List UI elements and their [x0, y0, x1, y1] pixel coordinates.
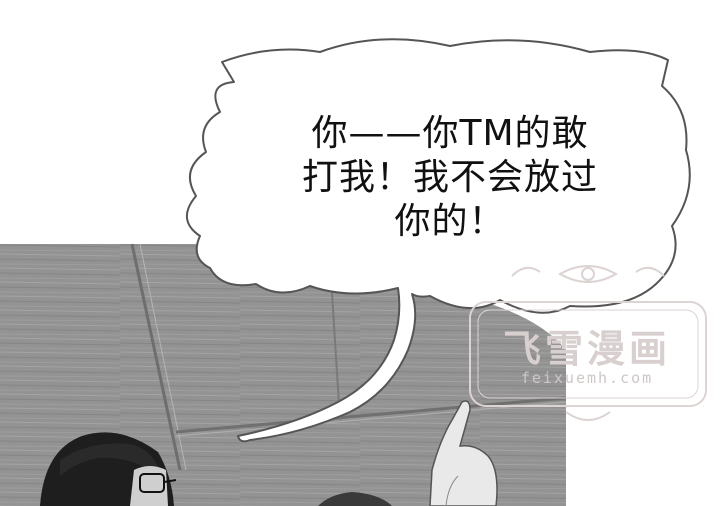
- speech-bubble-text: 你——你TM的敢 打我！我不会放过 你的！: [250, 112, 650, 244]
- watermark-logo: [469, 265, 707, 421]
- pointing-hand: [318, 400, 498, 506]
- watermark-url: feixuemh.com: [520, 369, 654, 387]
- glasses-icon: [139, 473, 177, 493]
- character-head: [40, 432, 177, 506]
- speech-line-3: 你的！: [394, 201, 506, 242]
- speech-bubble: [186, 38, 691, 443]
- watermark-title: 飞雪漫画: [502, 327, 671, 371]
- floor-background: [0, 243, 567, 506]
- speech-line-2: 打我！我不会放过: [301, 157, 598, 198]
- speech-line-1: 你——你TM的敢: [311, 113, 589, 154]
